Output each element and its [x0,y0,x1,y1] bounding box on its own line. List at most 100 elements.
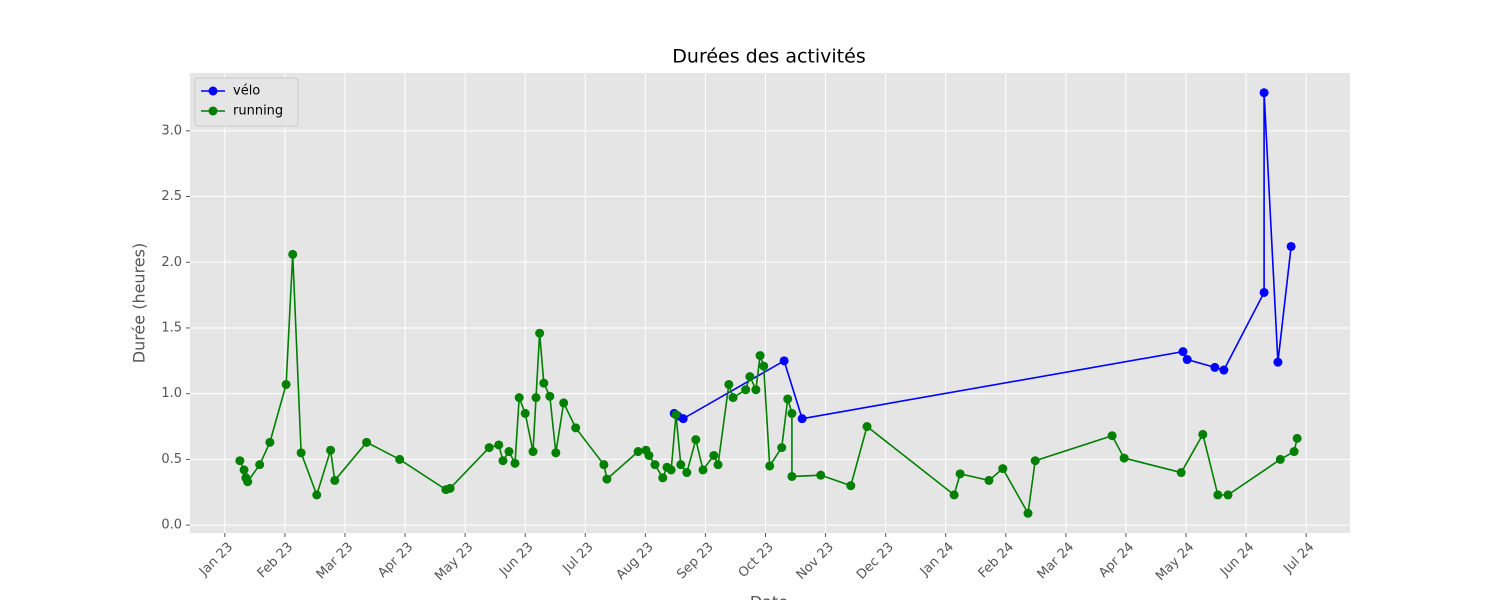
x-tick-label: Jun 24 [1217,540,1257,580]
x-tick-label: Apr 23 [375,540,416,581]
marker [698,465,708,475]
marker [1259,88,1269,98]
marker [682,468,692,478]
marker [787,471,797,481]
legend-box [194,77,299,127]
marker [1219,365,1229,375]
marker [484,443,494,453]
marker [599,460,609,470]
marker [1273,357,1283,367]
legend-marker [208,86,218,96]
marker [296,448,306,458]
marker [1275,454,1285,464]
x-tick-label: Jan 24 [917,540,957,580]
x-tick-label: Jul 23 [560,540,597,577]
marker [998,464,1008,474]
marker [1213,490,1223,500]
y-tick-label: 2.0 [161,255,182,270]
x-tick-label: Jun 23 [496,540,536,580]
marker [326,445,336,455]
marker [862,422,872,432]
marker [955,469,965,479]
marker [1210,362,1220,372]
marker [741,385,751,395]
marker [528,447,538,457]
marker [787,408,797,418]
marker [395,454,405,464]
legend-label: running [233,104,283,119]
marker [816,470,826,480]
marker [783,394,793,404]
y-axis-label: Durée (heures) [130,243,149,363]
marker [759,361,769,371]
chart-title: Durées des activités [672,46,865,68]
marker [650,460,660,470]
x-tick-label: Mar 24 [1035,540,1078,583]
marker [312,490,322,500]
marker [498,456,508,466]
marker [724,379,734,389]
legend-label: vélo [233,84,260,99]
marker [531,393,541,403]
marker [671,410,681,420]
y-tick-label: 2.5 [161,189,182,204]
marker [288,249,298,259]
marker [713,460,723,470]
marker [1119,453,1129,463]
marker [1289,447,1299,457]
y-tick-label: 0.0 [161,518,182,533]
x-tick-label: Feb 23 [255,540,297,582]
marker [239,465,249,475]
marker [330,475,340,485]
x-tick-label: Dec 23 [854,540,897,583]
marker [571,423,581,433]
x-tick-label: Jan 23 [196,540,236,580]
marker [777,443,787,453]
marker [1178,347,1188,357]
marker [1023,508,1033,518]
x-tick-label: Oct 23 [736,540,777,581]
legend-marker [208,106,218,116]
marker [846,481,856,491]
legend: vélo running [194,77,299,127]
marker [949,490,959,500]
marker [504,447,514,457]
marker [1223,490,1233,500]
marker [755,351,765,361]
marker [535,328,545,338]
marker [984,475,994,485]
marker [255,460,265,470]
marker [545,391,555,401]
x-tick-label: Apr 24 [1096,540,1137,581]
marker [1107,431,1117,441]
marker [765,461,775,471]
marker [1259,287,1269,297]
marker [676,460,686,470]
marker [633,447,643,457]
marker [602,474,612,484]
marker [281,379,291,389]
x-tick-label: May 24 [1153,540,1197,584]
marker [1286,241,1296,251]
marker [1198,429,1208,439]
marker [243,477,253,487]
x-axis-label: Date [750,593,788,600]
marker [709,450,719,460]
x-tick-label: Jul 24 [1280,540,1317,577]
marker [510,458,520,468]
x-tick-label: Sep 23 [674,540,717,583]
x-tick-label: May 23 [432,540,476,584]
x-tick-label: Nov 23 [794,540,837,583]
marker [494,440,504,450]
y-tick-label: 1.0 [161,386,182,401]
marker [265,437,275,447]
marker [514,393,524,403]
marker [1030,456,1040,466]
marker [666,465,676,475]
marker [745,372,755,382]
marker [678,414,688,424]
marker [539,378,549,388]
y-tick-label: 1.5 [161,320,182,335]
plot-area [190,73,1350,533]
